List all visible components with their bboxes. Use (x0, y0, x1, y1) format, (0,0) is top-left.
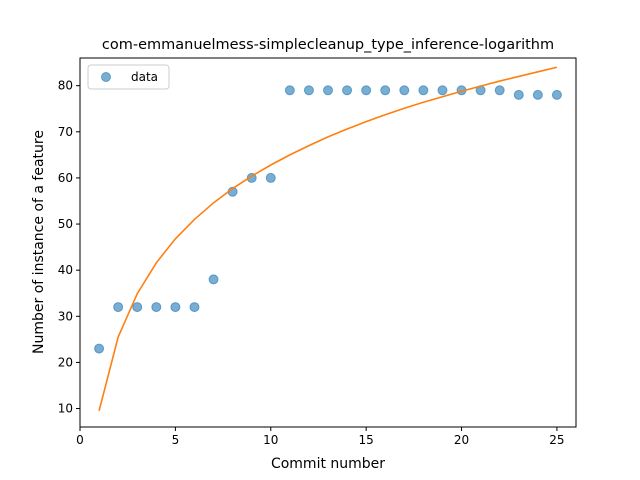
y-tick-label: 80 (58, 79, 73, 93)
chart-title: com-emmanuelmess-simplecleanup_type_infe… (102, 37, 554, 53)
x-tick-label: 20 (454, 433, 469, 447)
data-point (532, 89, 543, 100)
y-tick-label: 60 (58, 171, 73, 185)
x-tick-label: 5 (172, 433, 180, 447)
y-tick-label: 20 (58, 355, 73, 369)
data-point (342, 85, 353, 96)
data-point (113, 302, 124, 313)
data-point (132, 302, 143, 313)
y-tick-label: 40 (58, 263, 73, 277)
data-point (208, 274, 219, 285)
y-tick-label: 30 (58, 309, 73, 323)
y-axis-label: Number of instance of a feature (31, 130, 47, 354)
data-point (284, 85, 295, 96)
data-point (361, 85, 372, 96)
data-point (494, 85, 505, 96)
fit-line (98, 66, 558, 412)
x-tick-label: 25 (549, 433, 564, 447)
data-point (399, 85, 410, 96)
data-point (265, 172, 276, 183)
data-point (437, 85, 448, 96)
data-point (170, 302, 181, 313)
x-tick-label: 0 (76, 433, 84, 447)
data-point (151, 302, 162, 313)
legend-label-data: data (131, 70, 158, 84)
y-tick-label: 10 (58, 402, 73, 416)
y-tick-label: 70 (58, 125, 73, 139)
data-point (303, 85, 314, 96)
data-point (551, 89, 562, 100)
data-point (94, 343, 105, 354)
x-tick-label: 10 (263, 433, 278, 447)
y-tick-label: 50 (58, 217, 73, 231)
x-axis-label: Commit number (271, 456, 385, 472)
data-point (513, 89, 524, 100)
y-axis: 10 20 30 40 50 60 70 80 (58, 79, 80, 416)
legend-box (87, 64, 170, 90)
data-point (380, 85, 391, 96)
data-point (418, 85, 429, 96)
data-point (189, 302, 200, 313)
legend: data (87, 64, 170, 90)
data-point (323, 85, 333, 96)
plot-area (94, 66, 562, 412)
legend-marker-data (101, 72, 111, 82)
x-axis: 0 5 10 15 20 25 (76, 427, 565, 447)
axes-frame (79, 57, 577, 428)
x-tick-label: 15 (359, 433, 374, 447)
